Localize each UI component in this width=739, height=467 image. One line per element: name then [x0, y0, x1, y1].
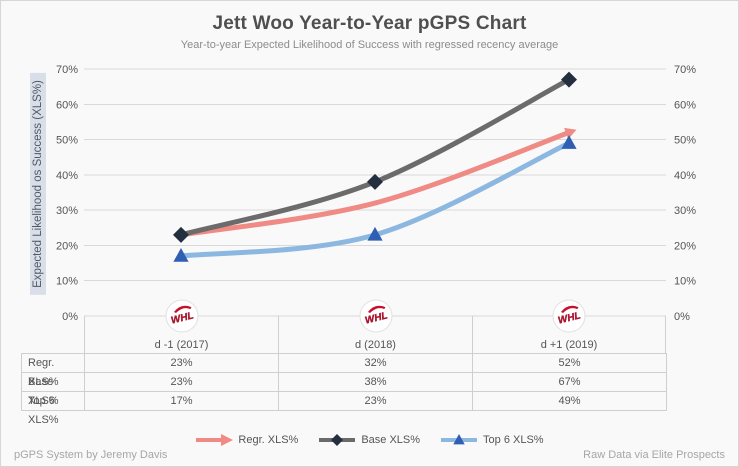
legend-item: Regr. XLS%: [195, 434, 298, 446]
triangle-marker-icon: [367, 226, 383, 241]
legend-label: Base XLS%: [361, 434, 421, 446]
legend-item: Top 6 XLS%: [440, 434, 544, 446]
data-table: Regr. XLS% 23% 32% 52% Base XLS% 23% 38% 67% Top…: [21, 353, 667, 426]
svg-text:50%: 50%: [674, 135, 696, 147]
whl-logo: WHL: [552, 299, 586, 333]
table-cell-value: 67%: [473, 373, 667, 392]
y-tick-labels: 0% 0% 10% 10% 20% 20% 30% 30% 40% 40% 50% 50% 60% 60%…: [56, 64, 696, 323]
table-cell-value: 32%: [279, 354, 473, 373]
whl-logo: WHL: [552, 299, 586, 333]
x-category-column: WHL d +1 (2019): [472, 299, 666, 353]
page-subtitle: Year-to-year Expected Likelihood of Succ…: [180, 39, 559, 51]
svg-text:70%: 70%: [674, 64, 696, 76]
x-category-column: WHL d -1 (2017): [84, 299, 278, 353]
table-cell-value: 23%: [85, 354, 279, 373]
svg-text:0%: 0%: [674, 311, 690, 323]
legend-item: Base XLS%: [318, 434, 420, 446]
x-category-label: d (2018): [355, 339, 396, 351]
series-regr-xls-: [178, 127, 577, 238]
svg-text:60%: 60%: [674, 99, 696, 111]
diamond-marker-icon: [561, 71, 577, 88]
svg-text:40%: 40%: [674, 170, 696, 182]
table-row-label: Base XLS%: [22, 373, 85, 407]
x-category-column: WHL d (2018): [278, 299, 472, 353]
legend-label: Regr. XLS%: [238, 434, 299, 446]
svg-text:30%: 30%: [56, 205, 78, 217]
x-category-label: d -1 (2017): [154, 339, 209, 351]
svg-text:40%: 40%: [56, 170, 78, 182]
footer-credit-right: Raw Data via Elite Prospects: [583, 449, 725, 461]
legend-triangle-swatch-icon: [441, 434, 478, 445]
svg-text:50%: 50%: [56, 135, 78, 147]
table-cell-value: 23%: [85, 373, 279, 392]
svg-text:20%: 20%: [674, 240, 696, 252]
legend-arrow-swatch-icon: [196, 434, 234, 446]
svg-text:10%: 10%: [674, 276, 696, 288]
table-cell-value: 23%: [279, 392, 473, 411]
table-row-label: Regr. XLS%: [22, 354, 85, 388]
table-cell-value: 49%: [473, 392, 667, 411]
legend-label: Top 6 XLS%: [483, 434, 544, 446]
svg-text:30%: 30%: [674, 205, 696, 217]
svg-text:60%: 60%: [56, 99, 78, 111]
table-cell-value: 38%: [279, 373, 473, 392]
page-title: Jett Woo Year-to-Year pGPS Chart: [212, 13, 527, 34]
triangle-marker-icon: [561, 135, 577, 149]
diamond-marker-icon: [367, 173, 383, 190]
chart-legend: Regr. XLS% Base XLS% Top 6 XLS%: [1, 434, 738, 446]
diamond-marker-icon: [173, 226, 189, 243]
whl-logo: WHL: [359, 299, 393, 333]
gridlines: [84, 68, 666, 317]
series-top-6-xls-: [173, 135, 577, 262]
footer-credit-left: pGPS System by Jeremy Davis: [14, 449, 168, 461]
table-row-label: Top 6 XLS%: [22, 392, 85, 426]
series-base-xls-: [173, 71, 577, 243]
x-category-label: d +1 (2019): [540, 339, 598, 351]
whl-logo: WHL: [165, 299, 199, 333]
svg-text:0%: 0%: [62, 311, 78, 323]
legend-diamond-swatch-icon: [319, 434, 356, 446]
svg-text:WHL: WHL: [363, 310, 388, 326]
arrow-marker-icon: [564, 127, 577, 140]
svg-text:70%: 70%: [56, 64, 78, 76]
whl-logo: WHL: [359, 299, 392, 333]
triangle-marker-icon: [173, 248, 189, 262]
table-cell-value: 17%: [85, 392, 279, 411]
table-cell-value: 52%: [473, 354, 667, 373]
svg-text:10%: 10%: [56, 276, 78, 288]
whl-logo: WHL: [165, 299, 198, 333]
svg-text:20%: 20%: [56, 240, 78, 252]
